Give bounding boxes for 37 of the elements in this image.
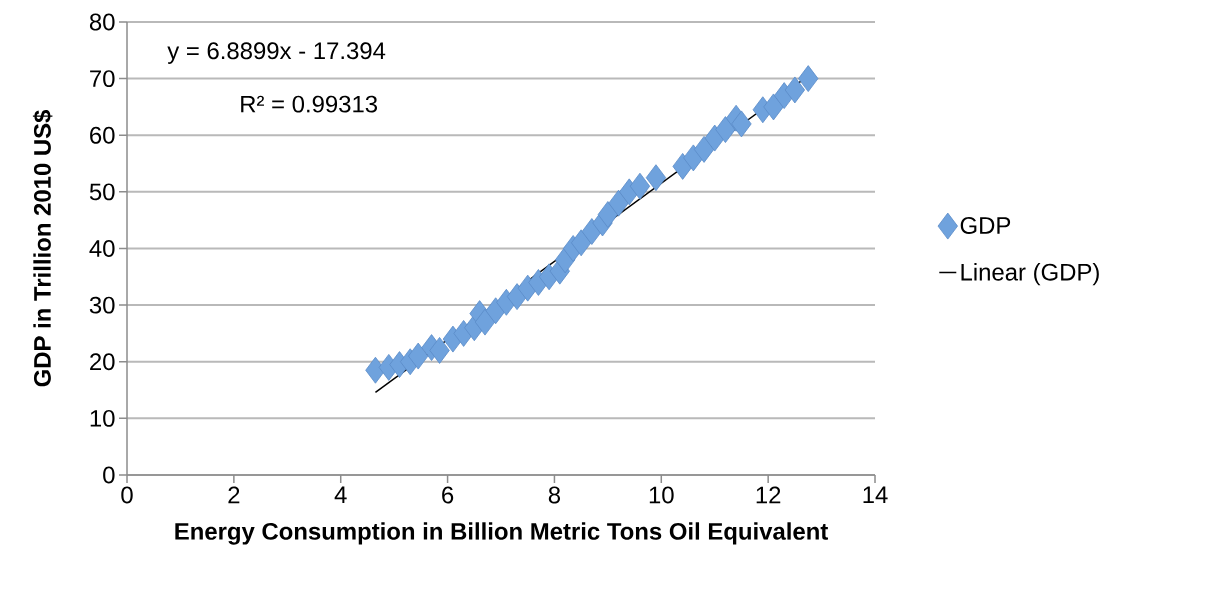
- y-tick-label: 10: [90, 409, 115, 427]
- point: [798, 65, 819, 93]
- x-tick-label: 14: [863, 486, 888, 503]
- y-tick-label: 0: [103, 466, 115, 484]
- point: [608, 189, 629, 217]
- y-axis-title: GDP in Trillion 2010 US$: [32, 109, 53, 387]
- point: [597, 201, 619, 228]
- point: [571, 229, 592, 257]
- x-axis-title: Energy Consumption in Billion Metric Tons Oil Equivalent: [175, 522, 828, 545]
- x-tick-label: 8: [548, 486, 561, 504]
- y-tick-label: 50: [89, 183, 115, 201]
- y-tick-label: 30: [89, 296, 115, 314]
- y-tick-label: 60: [90, 126, 115, 144]
- point: [629, 172, 651, 200]
- x-tick-label: 12: [756, 486, 781, 504]
- point: [693, 136, 715, 163]
- x-tick-label: 2: [228, 486, 240, 504]
- annotation: y = 6.8899x - 17.394: [167, 42, 386, 64]
- annotation: R² = 0.99313: [241, 95, 378, 113]
- y-tick-label: 20: [90, 353, 115, 371]
- y-tick-label: 80: [89, 13, 115, 31]
- point: [784, 76, 806, 104]
- x-tick-label: 6: [442, 486, 454, 504]
- x-tick-label: 10: [649, 486, 674, 504]
- point: [408, 342, 429, 370]
- y-tick-label: 40: [89, 240, 115, 257]
- point: [731, 110, 752, 138]
- legend-label: GDP: [960, 217, 1011, 234]
- point: [715, 116, 736, 143]
- y-tick-label: 70: [90, 70, 115, 88]
- point: [645, 164, 667, 192]
- point: [429, 337, 450, 364]
- point: [474, 308, 496, 336]
- x-tick-label: 0: [121, 486, 133, 504]
- x-tick-label: 4: [334, 486, 347, 503]
- legend-label: Linear (GDP): [961, 263, 1099, 286]
- point: [763, 93, 784, 121]
